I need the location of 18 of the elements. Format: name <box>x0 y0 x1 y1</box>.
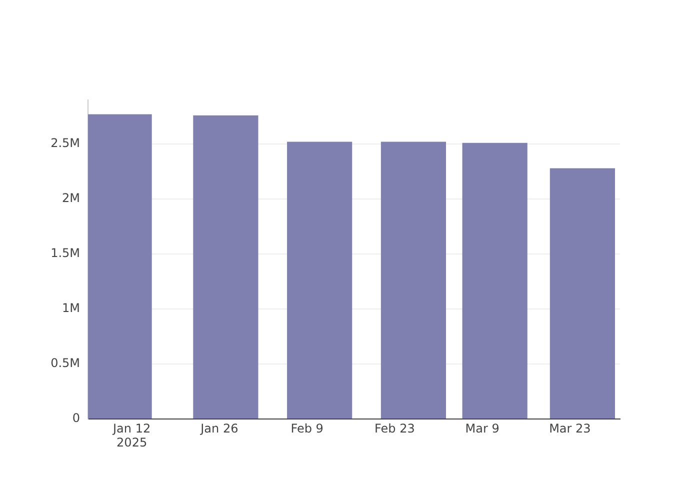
y-tick-label: 0.5M <box>50 356 80 370</box>
y-tick-label: 1M <box>62 301 80 316</box>
bar <box>550 168 615 418</box>
x-tick-label: Mar 23 <box>549 421 591 436</box>
bar <box>88 114 152 418</box>
x-tick-label: Mar 9 <box>465 421 500 436</box>
y-tick-label: 2M <box>62 191 80 206</box>
y-tick-label: 1.5M <box>50 246 80 260</box>
x-tick-label: Feb 9 <box>290 421 324 436</box>
y-tick-label: 0 <box>72 411 80 426</box>
bar <box>193 115 258 418</box>
y-tick-label: 2.5M <box>50 136 80 150</box>
x-tick-label: Jan 12 2025 <box>112 421 151 450</box>
bar <box>462 142 528 418</box>
bar <box>380 142 446 418</box>
x-tick-label: Feb 23 <box>374 421 415 436</box>
bar <box>287 142 352 418</box>
x-tick-label: Jan 26 <box>200 421 238 436</box>
